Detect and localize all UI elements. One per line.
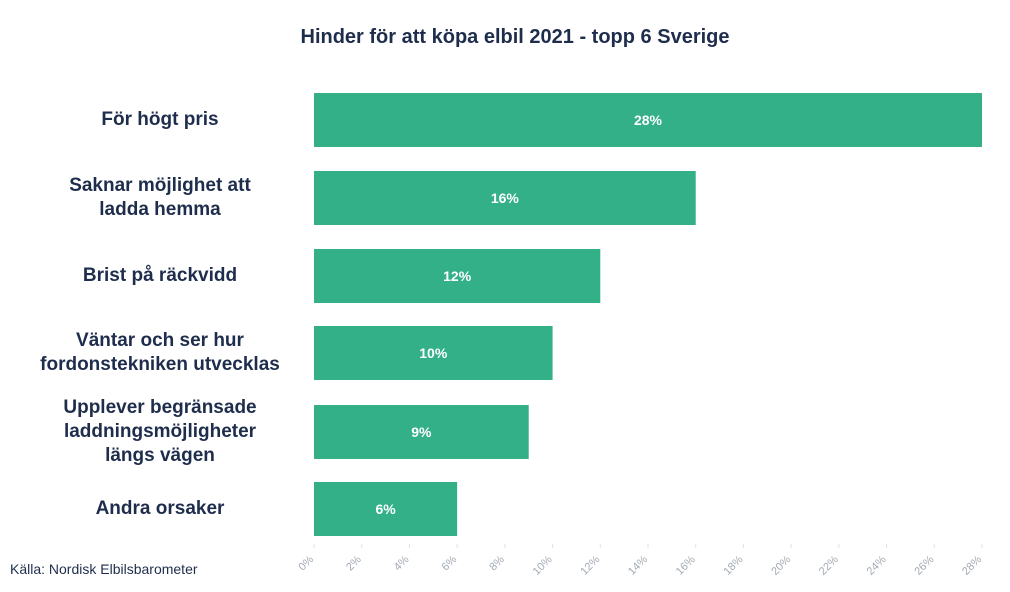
bar-value-label: 6% [375,501,396,517]
category-label: För högt pris [101,109,219,130]
x-tick-label: 16% [674,553,698,577]
x-tick-label: 12% [578,553,602,577]
bar [314,482,458,536]
x-tick-label: 18% [721,553,745,577]
x-tick-label: 14% [626,553,650,577]
bar-value-label: 28% [634,112,663,128]
x-tick-label: 4% [392,553,412,573]
bar [314,93,982,147]
source-note: Källa: Nordisk Elbilsbarometer [10,561,198,577]
bar [314,249,601,303]
category-label: Väntar och ser hur fordonstekniken utvec… [40,330,280,375]
x-tick-label: 8% [487,553,507,573]
category-label: Andra orsaker [95,498,225,519]
bar [314,326,553,380]
bar [314,171,696,225]
x-tick-label: 22% [817,553,841,577]
bar-value-label: 12% [443,268,472,284]
x-tick-label: 2% [344,553,364,573]
category-label: Saknar möjlighet att ladda hemma [69,175,251,220]
bar-value-label: 10% [419,345,448,361]
x-tick-label: 28% [960,553,984,577]
bar-value-label: 16% [491,190,520,206]
x-tick-label: 10% [531,553,555,577]
bar [314,405,529,459]
x-tick-label: 24% [865,553,889,577]
category-label: Brist på räckvidd [82,265,238,286]
x-tick-label: 0% [296,553,316,573]
x-tick-label: 26% [912,553,936,577]
x-tick-label: 20% [769,553,793,577]
chart-title: Hinder för att köpa elbil 2021 - topp 6 … [300,26,730,48]
bar-value-label: 9% [411,424,432,440]
category-label: Upplever begränsade laddningsmöjligheter… [63,397,257,466]
x-tick-label: 6% [440,553,460,573]
